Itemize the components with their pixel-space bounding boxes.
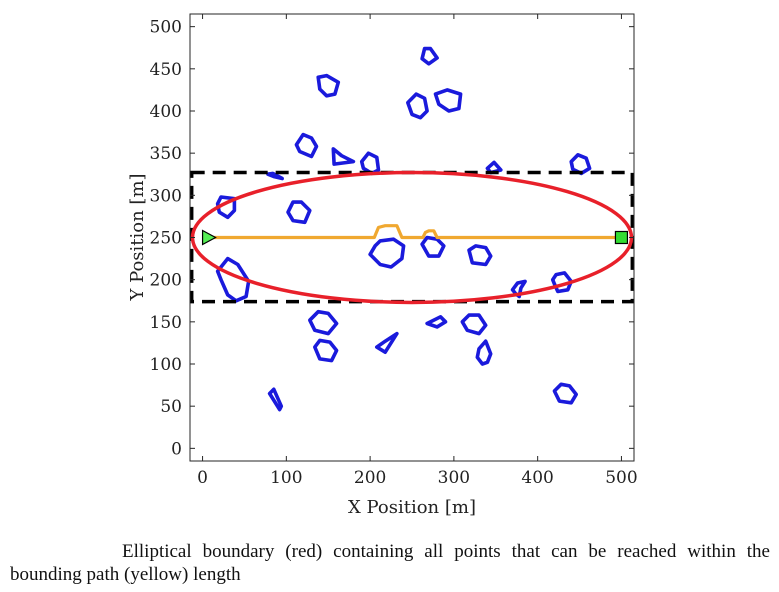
axes: 0 100 200 300 400 500 0 50 100 150 200 250 300 350 400… bbox=[150, 13, 638, 488]
obstacle-15 bbox=[467, 244, 493, 267]
goal-marker bbox=[614, 230, 629, 245]
y-tick-label-50: 50 bbox=[160, 397, 182, 417]
figure-caption: Elliptical boundary (red) containing all… bbox=[10, 541, 770, 585]
x-axis-label: X Position [m] bbox=[348, 497, 476, 518]
y-tick-label-100: 100 bbox=[150, 355, 182, 375]
chart: 0 100 200 300 400 500 0 50 100 150 200 250 300 350 400… bbox=[127, 13, 638, 518]
obstacle-11 bbox=[215, 195, 237, 220]
obstacle-25 bbox=[267, 387, 284, 412]
obstacle-2 bbox=[316, 73, 341, 98]
y-tick-label-500: 500 bbox=[150, 18, 182, 38]
y-tick-label-0: 0 bbox=[171, 439, 182, 459]
x-tick-label-300: 300 bbox=[438, 468, 470, 488]
y-tick-label-450: 450 bbox=[150, 60, 182, 80]
obstacle-6 bbox=[331, 147, 356, 166]
x-tick-label-100: 100 bbox=[270, 468, 302, 488]
obstacle-9 bbox=[569, 153, 592, 176]
obstacle-1 bbox=[420, 46, 439, 66]
obstacle-16 bbox=[215, 256, 251, 303]
y-tick-label-150: 150 bbox=[150, 313, 182, 333]
x-tick-label-200: 200 bbox=[354, 468, 386, 488]
x-tick-label-400: 400 bbox=[521, 468, 553, 488]
y-tick-label-300: 300 bbox=[150, 186, 182, 206]
obstacle-21 bbox=[460, 313, 488, 336]
obstacle-14 bbox=[420, 235, 446, 258]
obstacle-4 bbox=[433, 88, 463, 113]
obstacle-5 bbox=[294, 132, 319, 159]
y-tick-label-400: 400 bbox=[150, 102, 182, 122]
bounding-path bbox=[202, 224, 622, 240]
obstacle-26 bbox=[552, 382, 579, 405]
obstacle-12 bbox=[286, 200, 312, 225]
obstacle-24 bbox=[475, 339, 493, 366]
start-marker bbox=[201, 229, 217, 246]
obstacle-22 bbox=[374, 331, 399, 355]
y-tick-label-200: 200 bbox=[150, 271, 182, 291]
obstacle-20 bbox=[425, 314, 448, 329]
y-axis-label: Y Position [m] bbox=[127, 173, 148, 301]
obstacle-23 bbox=[312, 338, 339, 363]
obstacle-19 bbox=[307, 309, 339, 336]
obstacle-7 bbox=[359, 151, 381, 176]
y-tick-label-350: 350 bbox=[150, 144, 182, 164]
x-tick-label-500: 500 bbox=[605, 468, 637, 488]
y-tick-label-250: 250 bbox=[150, 229, 182, 249]
obstacle-13 bbox=[368, 237, 406, 269]
obstacle-3 bbox=[405, 92, 429, 120]
x-tick-label-0: 0 bbox=[197, 468, 208, 488]
obstacle-8 bbox=[266, 171, 285, 181]
